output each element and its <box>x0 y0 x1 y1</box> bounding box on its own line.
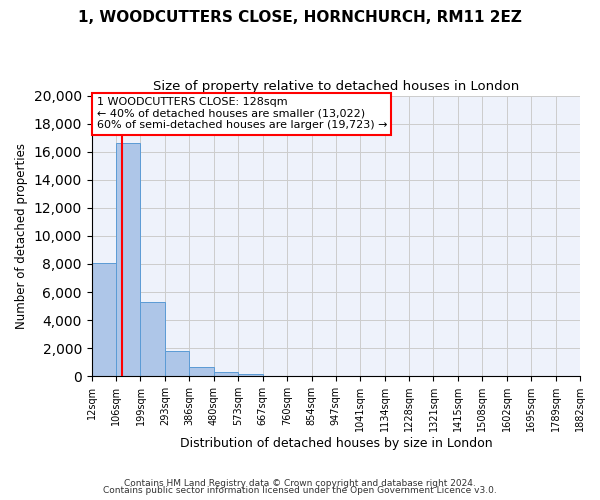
Y-axis label: Number of detached properties: Number of detached properties <box>15 143 28 329</box>
Bar <box>214 372 238 376</box>
Bar <box>165 351 190 376</box>
Bar <box>238 374 263 376</box>
Title: Size of property relative to detached houses in London: Size of property relative to detached ho… <box>153 80 519 93</box>
Text: Contains public sector information licensed under the Open Government Licence v3: Contains public sector information licen… <box>103 486 497 495</box>
Bar <box>140 302 165 376</box>
Text: Contains HM Land Registry data © Crown copyright and database right 2024.: Contains HM Land Registry data © Crown c… <box>124 478 476 488</box>
Bar <box>92 262 116 376</box>
Bar <box>190 367 214 376</box>
Text: 1, WOODCUTTERS CLOSE, HORNCHURCH, RM11 2EZ: 1, WOODCUTTERS CLOSE, HORNCHURCH, RM11 2… <box>78 10 522 25</box>
X-axis label: Distribution of detached houses by size in London: Distribution of detached houses by size … <box>179 437 492 450</box>
Bar <box>116 144 140 376</box>
Text: 1 WOODCUTTERS CLOSE: 128sqm
← 40% of detached houses are smaller (13,022)
60% of: 1 WOODCUTTERS CLOSE: 128sqm ← 40% of det… <box>97 97 387 130</box>
